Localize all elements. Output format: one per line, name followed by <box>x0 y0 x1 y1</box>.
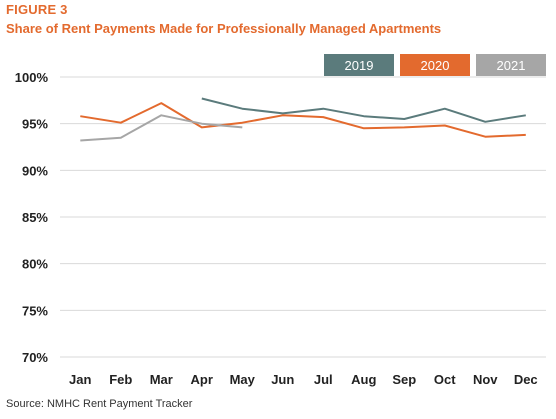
y-tick-label: 95% <box>22 117 48 132</box>
legend-swatch-2019 <box>324 54 394 76</box>
legend-label-2021: 2021 <box>497 58 526 73</box>
series-line-2020 <box>80 102 526 138</box>
x-tick-label: Jul <box>314 372 333 387</box>
legend-swatch-2020 <box>400 54 470 76</box>
y-axis-tick-labels: 70% 75% 80% 85% 90% 95% 100% <box>15 70 49 365</box>
series-lines <box>80 97 526 142</box>
y-tick-label: 90% <box>22 163 48 178</box>
line-chart: 70% 75% 80% 85% 90% 95% 100% Jan Feb Mar Apr May Ju… <box>15 54 546 387</box>
x-tick-label: Mar <box>150 372 173 387</box>
x-tick-label: May <box>230 372 256 387</box>
x-tick-label: Feb <box>109 372 132 387</box>
gridlines <box>60 76 546 358</box>
x-tick-label: Jan <box>69 372 91 387</box>
y-tick-label: 85% <box>22 210 48 225</box>
x-tick-label: Jun <box>271 372 294 387</box>
chart-title: Share of Rent Payments Made for Professi… <box>6 21 442 36</box>
legend: 2019 2020 2021 <box>324 54 546 76</box>
series-line-2021 <box>80 114 243 142</box>
x-tick-label: Dec <box>514 372 538 387</box>
y-tick-label: 100% <box>15 70 49 85</box>
y-tick-label: 75% <box>22 303 48 318</box>
y-tick-label: 70% <box>22 350 48 365</box>
x-tick-label: Aug <box>351 372 376 387</box>
x-tick-label: Sep <box>392 372 416 387</box>
series-line-2019 <box>201 97 526 123</box>
x-tick-label: Oct <box>434 372 456 387</box>
legend-swatch-2021 <box>476 54 546 76</box>
figure-label: FIGURE 3 <box>6 2 68 17</box>
y-tick-label: 80% <box>22 257 48 272</box>
source-note: Source: NMHC Rent Payment Tracker <box>6 398 193 410</box>
legend-label-2019: 2019 <box>345 58 374 73</box>
x-axis-tick-labels: Jan Feb Mar Apr May Jun Jul Aug Sep Oct Nov Dec <box>69 372 538 387</box>
legend-label-2020: 2020 <box>421 58 450 73</box>
x-tick-label: Nov <box>473 372 498 387</box>
x-tick-label: Apr <box>191 372 213 387</box>
